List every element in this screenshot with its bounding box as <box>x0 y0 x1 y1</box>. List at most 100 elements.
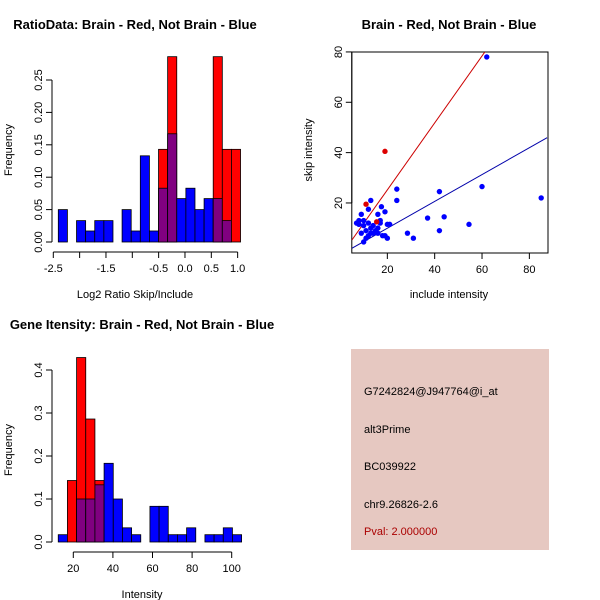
event-type: alt3Prime <box>364 424 411 436</box>
x-tick-label: 1.0 <box>230 263 245 275</box>
bar-not-brain <box>57 534 68 543</box>
x-tick-label: 80 <box>523 264 535 276</box>
x-axis-label: Intensity <box>122 589 163 600</box>
bar-not-brain <box>103 462 114 543</box>
point-brain <box>363 201 369 207</box>
bar-not-brain <box>131 534 142 543</box>
bar-not-brain <box>194 209 205 243</box>
bar-not-brain <box>213 534 224 543</box>
bar-not-brain <box>203 198 214 243</box>
bar-not-brain <box>167 534 178 543</box>
point-not-brain <box>365 220 372 226</box>
y-tick-label: 0.25 <box>33 69 45 90</box>
x-tick-label: 40 <box>107 563 119 575</box>
bar-overlap <box>76 498 87 543</box>
y-tick-label: 0.05 <box>33 199 45 220</box>
bar-not-brain <box>177 534 187 543</box>
point-not-brain <box>379 232 386 239</box>
point-not-brain <box>363 227 369 234</box>
bar-not-brain <box>94 220 105 243</box>
bar-not-brain <box>204 534 215 543</box>
chart-title: Gene Itensity: Brain - Red, Not Brain - … <box>10 317 274 332</box>
location: chr9.26826-2.6 <box>364 499 438 511</box>
point-not-brain <box>538 195 544 201</box>
y-tick-label: 60 <box>333 96 345 108</box>
bar-overlap <box>167 133 178 243</box>
point-not-brain <box>378 204 385 210</box>
point-not-brain <box>363 235 369 241</box>
y-tick-label: 0.2 <box>33 448 45 463</box>
point-not-brain <box>436 188 443 195</box>
bar-not-brain <box>158 505 169 543</box>
bar-not-brain <box>139 155 150 243</box>
x-tick-label: 0.5 <box>204 263 219 275</box>
x-tick-label: 20 <box>381 264 393 276</box>
x-tick-label: 0.0 <box>177 263 192 275</box>
point-not-brain <box>370 222 376 229</box>
y-tick-label: 20 <box>333 197 345 209</box>
bar-brain <box>231 148 241 243</box>
bar-not-brain <box>76 220 87 243</box>
point-not-brain <box>484 54 490 60</box>
y-axis-label: Frequency <box>3 424 15 476</box>
fit-line <box>351 137 548 249</box>
bar-overlap <box>85 498 96 543</box>
x-tick-label: 60 <box>476 264 488 276</box>
point-not-brain <box>404 230 411 236</box>
pval: Pval: 2.000000 <box>364 526 438 538</box>
point-brain <box>382 148 388 155</box>
x-tick-label: 100 <box>223 563 241 575</box>
y-tick-label: 0.4 <box>33 362 45 377</box>
chart-title: Brain - Red, Not Brain - Blue <box>362 17 537 32</box>
point-brain <box>373 219 380 225</box>
bar-not-brain <box>130 230 141 243</box>
x-tick-label: -1.5 <box>96 263 115 275</box>
bar-overlap <box>158 187 169 243</box>
point-not-brain <box>365 206 372 212</box>
point-not-brain <box>368 197 374 204</box>
point-not-brain <box>360 222 367 229</box>
fit-line <box>351 52 486 241</box>
point-not-brain <box>356 221 362 228</box>
bar-not-brain <box>176 198 187 243</box>
x-tick-label: -2.5 <box>44 263 63 275</box>
y-tick-label: 80 <box>333 46 345 58</box>
bar-not-brain <box>222 527 233 543</box>
point-not-brain <box>358 230 365 236</box>
x-tick-label: 80 <box>186 563 198 575</box>
point-not-brain <box>382 209 388 215</box>
y-tick-label: 0.15 <box>33 134 45 155</box>
y-axis-label: Frequency <box>3 124 15 176</box>
chart-title: RatioData: Brain - Red, Not Brain - Blue <box>13 17 256 32</box>
bar-brain <box>67 480 77 543</box>
y-tick-label: 0.20 <box>33 102 45 123</box>
bar-not-brain <box>149 230 159 243</box>
y-axis-label: skip intensity <box>303 118 315 181</box>
bar-not-brain <box>186 527 197 543</box>
point-not-brain <box>410 235 417 241</box>
bar-not-brain <box>185 187 196 243</box>
point-not-brain <box>394 197 400 204</box>
y-tick-label: 0.00 <box>33 231 45 252</box>
bar-not-brain <box>57 209 68 243</box>
x-tick-label: 40 <box>429 264 441 276</box>
x-axis-label: include intensity <box>410 289 489 301</box>
x-axis-label: Log2 Ratio Skip/Include <box>77 289 193 301</box>
x-tick-label: 60 <box>146 563 158 575</box>
bar-not-brain <box>103 220 114 243</box>
point-not-brain <box>358 211 365 217</box>
y-tick-label: 0.1 <box>33 491 45 506</box>
bar-not-brain <box>85 230 96 243</box>
y-tick-label: 40 <box>333 146 345 158</box>
bar-not-brain <box>121 209 132 243</box>
bar-overlap <box>221 220 232 243</box>
point-not-brain <box>441 214 447 220</box>
y-tick-label: 0.10 <box>33 166 45 187</box>
point-not-brain <box>436 227 443 234</box>
probe-id: G7242824@J947764@i_at <box>364 386 498 398</box>
point-not-brain <box>466 221 472 228</box>
accession: BC039922 <box>364 461 416 473</box>
y-tick-label: 0.0 <box>33 534 45 549</box>
